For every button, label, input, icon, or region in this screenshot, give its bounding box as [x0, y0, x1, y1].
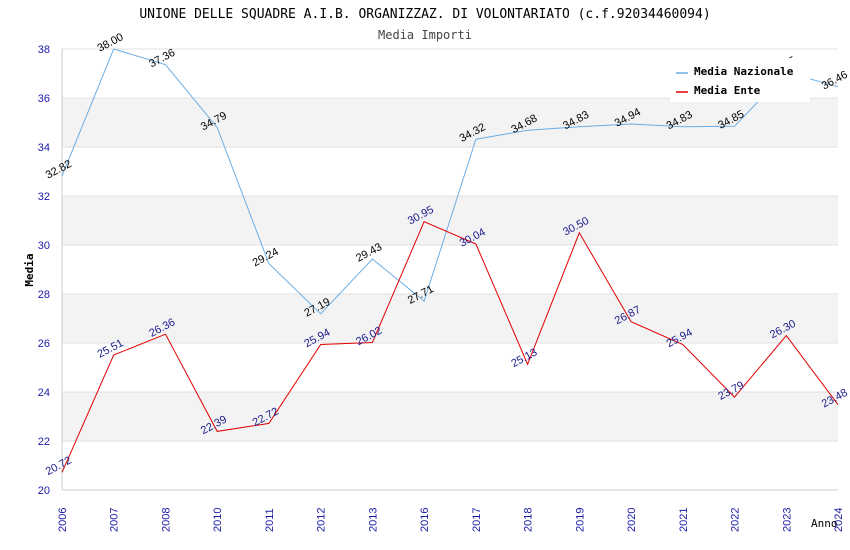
series-lines [61, 48, 839, 473]
legend-label-media-nazionale: Media Nazionale [694, 65, 794, 78]
x-axis-label: Anno [811, 517, 838, 530]
y-axis-ticks: 20 22 24 26 28 30 32 34 36 38 [38, 44, 50, 497]
x-tick-label: 2011 [264, 508, 276, 532]
series-line-media-nazionale [61, 48, 839, 315]
chart-title: UNIONE DELLE SQUADRE A.I.B. ORGANIZZAZ. … [139, 7, 710, 22]
y-tick-label: 20 [38, 485, 50, 497]
grid-band [62, 294, 838, 343]
x-tick-label: 2012 [316, 508, 328, 532]
x-tick-label: 2018 [523, 508, 535, 532]
grid-band [62, 147, 838, 196]
x-tick-label: 2010 [212, 508, 224, 532]
x-tick-label: 2020 [626, 508, 638, 532]
legend-label-media-ente: Media Ente [694, 84, 761, 97]
grid-band [62, 245, 838, 294]
x-tick-label: 2016 [419, 508, 431, 532]
y-tick-label: 24 [38, 387, 50, 399]
x-tick-label: 2024 [833, 508, 845, 532]
series-line-media-ente [61, 221, 839, 473]
y-tick-label: 22 [38, 436, 50, 448]
grid-band [62, 98, 838, 147]
x-tick-label: 2023 [781, 508, 793, 532]
x-tick-label: 2013 [367, 508, 379, 532]
x-tick-label: 2017 [471, 508, 483, 532]
y-tick-label: 26 [38, 338, 50, 350]
grid-band [62, 441, 838, 490]
x-tick-label: 2019 [574, 508, 586, 532]
y-tick-label: 28 [38, 289, 50, 301]
y-tick-label: 32 [38, 191, 50, 203]
y-tick-label: 34 [38, 142, 50, 154]
y-tick-label: 30 [38, 240, 50, 252]
chart-subtitle: Media Importi [378, 28, 472, 42]
x-tick-label: 2022 [730, 508, 742, 532]
x-tick-label: 2008 [160, 508, 172, 532]
x-axis-ticks: 2006 2007 2008 2010 2011 2012 2013 2016 2017 2018… [57, 508, 845, 532]
x-tick-label: 2021 [678, 508, 690, 532]
grid-bands [61, 48, 838, 491]
x-tick-label: 2006 [57, 508, 69, 532]
grid-band [62, 392, 838, 441]
y-tick-label: 38 [38, 44, 50, 56]
x-tick-label: 2007 [109, 508, 121, 532]
legend-box [670, 58, 810, 102]
y-axis-label: Media [23, 253, 36, 286]
y-tick-label: 36 [38, 93, 50, 105]
legend: Media Nazionale Media Ente [670, 58, 810, 102]
